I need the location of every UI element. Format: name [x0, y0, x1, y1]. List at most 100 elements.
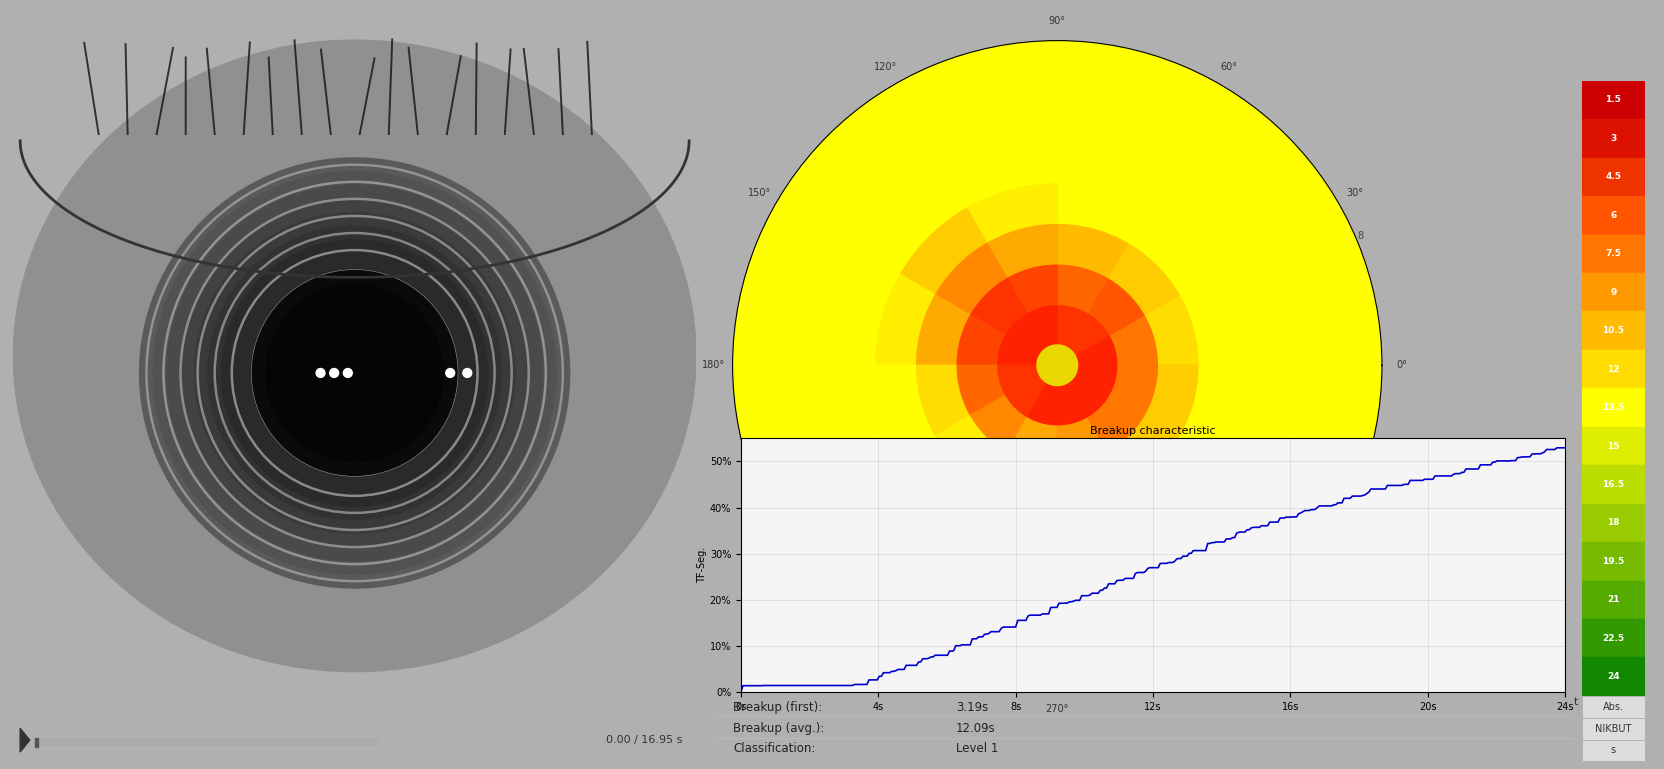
Circle shape: [180, 199, 529, 547]
Polygon shape: [1215, 365, 1381, 528]
Bar: [1581, 81, 1644, 119]
Polygon shape: [732, 203, 899, 365]
Circle shape: [266, 285, 443, 461]
Bar: [1581, 311, 1644, 350]
Polygon shape: [1087, 396, 1145, 453]
Text: Breakup (first):: Breakup (first):: [732, 701, 822, 714]
Y-axis label: TF-Seg.: TF-Seg.: [697, 547, 707, 584]
Bar: [1581, 717, 1644, 740]
Polygon shape: [1107, 416, 1180, 488]
Polygon shape: [1027, 383, 1057, 426]
Polygon shape: [968, 278, 1027, 335]
Bar: [1581, 350, 1644, 388]
Polygon shape: [1148, 84, 1338, 274]
Polygon shape: [775, 84, 965, 274]
Bar: [1581, 504, 1644, 542]
Circle shape: [140, 158, 569, 588]
Bar: [1581, 196, 1644, 235]
Text: 7.5: 7.5: [1604, 249, 1621, 258]
Polygon shape: [1148, 457, 1338, 647]
Circle shape: [221, 240, 488, 506]
Text: t: t: [1572, 697, 1577, 707]
Polygon shape: [732, 365, 899, 528]
Bar: [1581, 427, 1644, 465]
Polygon shape: [968, 396, 1027, 453]
Circle shape: [316, 368, 324, 378]
Polygon shape: [1145, 295, 1198, 365]
Polygon shape: [995, 365, 1038, 396]
Polygon shape: [934, 242, 1007, 315]
Polygon shape: [874, 365, 934, 457]
Text: 22.5: 22.5: [1601, 634, 1624, 643]
Polygon shape: [1145, 365, 1198, 436]
Text: 6: 6: [1609, 211, 1616, 220]
Bar: [1581, 657, 1644, 696]
Circle shape: [195, 212, 514, 534]
Circle shape: [253, 271, 456, 475]
Bar: [35, 738, 38, 747]
Bar: [1581, 273, 1644, 311]
Text: Abs.: Abs.: [1602, 702, 1622, 712]
Polygon shape: [1107, 242, 1180, 315]
Polygon shape: [1007, 418, 1057, 467]
Polygon shape: [1087, 278, 1145, 335]
Circle shape: [329, 368, 338, 378]
Text: 12.09s: 12.09s: [955, 721, 995, 734]
Polygon shape: [1057, 453, 1128, 508]
Text: 1.5: 1.5: [1604, 95, 1621, 105]
Polygon shape: [1128, 436, 1215, 524]
Text: 21: 21: [1606, 595, 1619, 604]
Polygon shape: [1075, 365, 1118, 396]
Polygon shape: [1057, 41, 1218, 207]
Circle shape: [208, 226, 501, 520]
Polygon shape: [1037, 345, 1077, 385]
Polygon shape: [1057, 383, 1087, 426]
Text: 3.19s: 3.19s: [955, 701, 988, 714]
Polygon shape: [899, 207, 985, 295]
Text: 24: 24: [1606, 672, 1619, 681]
Title: Breakup characteristic: Breakup characteristic: [1090, 426, 1215, 436]
Polygon shape: [965, 488, 1057, 548]
Bar: [1581, 158, 1644, 196]
Polygon shape: [1057, 183, 1148, 242]
Polygon shape: [1067, 375, 1110, 418]
Text: Breakup (avg.):: Breakup (avg.):: [732, 721, 824, 734]
Polygon shape: [895, 524, 1057, 690]
Polygon shape: [985, 453, 1057, 508]
Polygon shape: [1128, 207, 1215, 295]
Polygon shape: [1075, 335, 1118, 365]
Text: s: s: [1609, 745, 1616, 755]
Polygon shape: [1057, 305, 1087, 348]
Polygon shape: [1180, 365, 1240, 457]
Polygon shape: [965, 183, 1057, 242]
Text: 10.5: 10.5: [1601, 326, 1624, 335]
Bar: [1581, 581, 1644, 619]
Polygon shape: [985, 223, 1057, 278]
Polygon shape: [1057, 223, 1128, 278]
Polygon shape: [1110, 315, 1158, 365]
Text: 16.5: 16.5: [1601, 480, 1624, 489]
Bar: [1581, 619, 1644, 657]
Text: 18: 18: [1606, 518, 1619, 528]
Polygon shape: [1180, 274, 1240, 365]
Text: 12: 12: [1606, 365, 1619, 374]
Polygon shape: [1003, 312, 1047, 355]
Polygon shape: [1215, 203, 1381, 365]
Polygon shape: [934, 416, 1007, 488]
Bar: [1581, 119, 1644, 158]
Polygon shape: [915, 295, 968, 365]
Text: 4.5: 4.5: [1604, 172, 1621, 181]
Polygon shape: [1057, 418, 1107, 467]
Circle shape: [153, 171, 556, 574]
Polygon shape: [915, 365, 968, 436]
Text: 15: 15: [1606, 441, 1619, 451]
Bar: [1581, 696, 1644, 717]
Text: 9: 9: [1609, 288, 1616, 297]
Polygon shape: [1110, 365, 1158, 416]
Polygon shape: [895, 41, 1057, 207]
Text: 0.00 / 16.95 s: 0.00 / 16.95 s: [606, 735, 682, 745]
Polygon shape: [955, 315, 1003, 365]
Circle shape: [166, 185, 542, 561]
Bar: [1581, 465, 1644, 504]
Polygon shape: [775, 457, 965, 647]
